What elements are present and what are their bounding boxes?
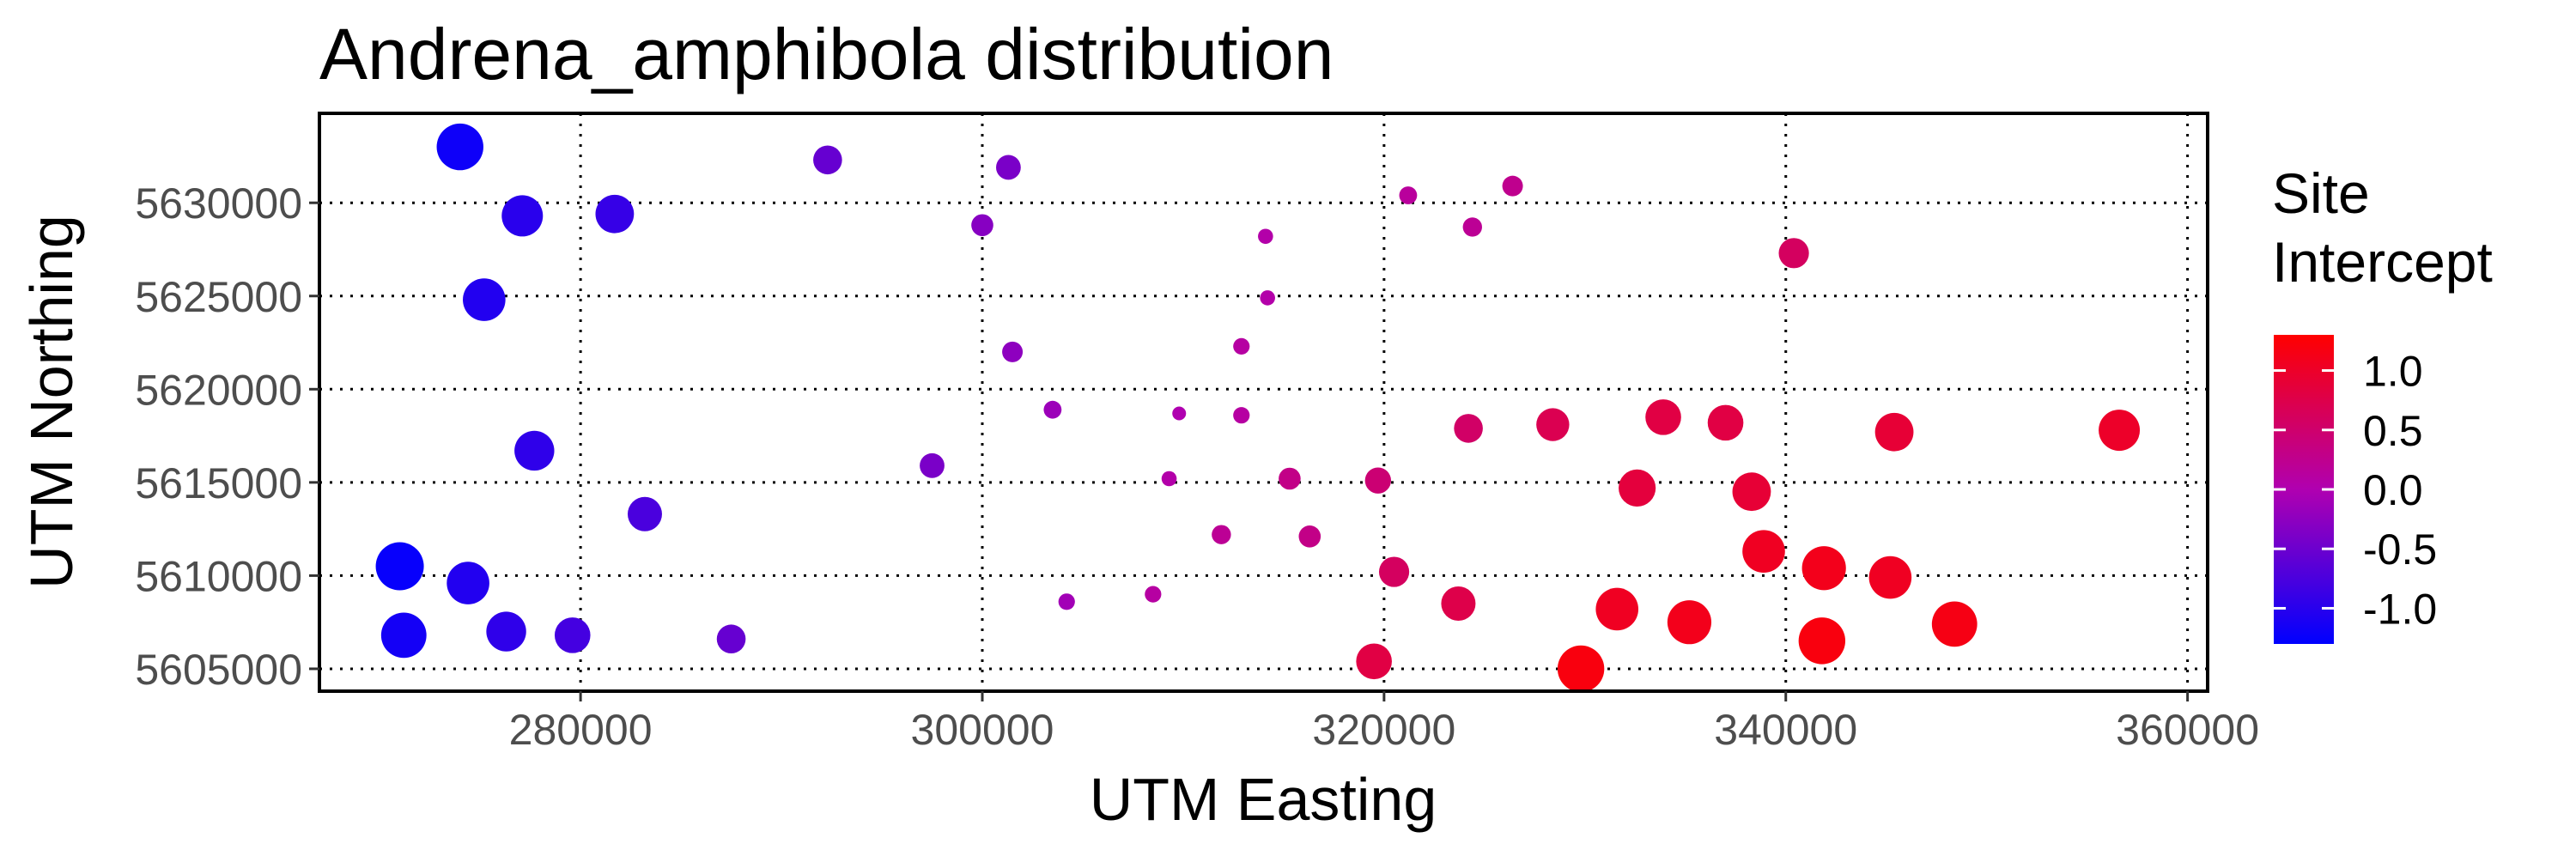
data-point [1874, 412, 1914, 452]
y-tick-label: 5625000 [135, 273, 302, 321]
data-point [1667, 600, 1712, 645]
data-point [1172, 406, 1187, 421]
gridlines [319, 113, 2208, 691]
legend-tick-label: 0.5 [2363, 407, 2423, 455]
data-point [813, 145, 842, 175]
y-tick-label: 5610000 [135, 552, 302, 600]
data-point [1399, 186, 1418, 204]
data-point [1502, 175, 1523, 197]
data-point [595, 194, 635, 234]
data-point [1145, 586, 1162, 603]
y-axis-title: UTM Northing [18, 215, 85, 589]
data-point [1931, 601, 1978, 647]
data-point [1462, 217, 1482, 237]
y-tick-label: 5615000 [135, 459, 302, 507]
data-point [996, 155, 1021, 180]
legend-tick-label: 1.0 [2363, 348, 2423, 396]
data-point [1441, 586, 1476, 621]
data-point [447, 562, 489, 604]
data-point [2099, 410, 2141, 452]
data-point [1043, 400, 1062, 419]
data-point [1161, 471, 1177, 487]
data-point [1595, 587, 1639, 631]
data-point [1732, 472, 1771, 512]
legend-title-line-1: Site [2272, 161, 2370, 225]
data-point [1798, 617, 1846, 665]
y-tick-label: 5605000 [135, 646, 302, 694]
data-point [1778, 238, 1809, 269]
data-point [380, 612, 427, 659]
data-point [920, 452, 945, 478]
data-point [1364, 467, 1392, 494]
data-point [1536, 408, 1570, 441]
data-point [554, 617, 591, 653]
legend-title-line-2: Intercept [2272, 230, 2493, 294]
data-point [1002, 341, 1024, 362]
plot-border [318, 112, 2209, 693]
data-point [1260, 290, 1275, 306]
data-point [971, 214, 993, 237]
data-point [716, 624, 746, 654]
y-tick-label: 5630000 [135, 179, 302, 228]
data-point [1356, 643, 1392, 680]
x-tick-label: 360000 [2116, 706, 2259, 754]
data-point [1058, 593, 1075, 610]
data-point [1801, 546, 1846, 591]
data-point [1742, 530, 1785, 573]
y-axis-ticks: 5605000 5610000 5615000 5620000 5625000 56300… [135, 179, 319, 694]
data-point [627, 496, 662, 531]
data-point [375, 542, 424, 591]
data-point [1454, 414, 1483, 443]
x-tick-label: 340000 [1714, 706, 1857, 754]
data-point [1279, 467, 1301, 490]
legend: Site Intercept 1.0 0.5 0.0 -0.5 -1.0 [2272, 161, 2493, 644]
y-tick-label: 5620000 [135, 366, 302, 414]
x-tick-label: 320000 [1312, 706, 1455, 754]
legend-ticks: 1.0 0.5 0.0 -0.5 -1.0 [2274, 348, 2437, 633]
data-point [1298, 525, 1321, 548]
data-point [501, 195, 544, 237]
data-point [1258, 228, 1273, 245]
x-tick-label: 300000 [911, 706, 1054, 754]
data-point [514, 430, 555, 471]
legend-tick-label: -1.0 [2363, 585, 2437, 633]
data-point [463, 278, 506, 321]
data-point [436, 123, 483, 171]
data-point [1212, 525, 1231, 544]
legend-tick-label: 0.0 [2363, 466, 2423, 514]
data-point [1645, 399, 1681, 435]
data-point [1868, 556, 1912, 599]
x-axis-ticks: 280000 300000 320000 340000 360000 [509, 691, 2259, 754]
data-points [375, 123, 2141, 691]
data-point [1233, 337, 1250, 355]
data-point [1707, 404, 1744, 441]
data-point [1233, 407, 1250, 424]
data-point [1557, 645, 1605, 691]
data-point [1378, 556, 1410, 587]
data-point [1619, 469, 1656, 507]
chart-title: Andrena_amphibola distribution [319, 14, 1334, 94]
x-tick-label: 280000 [509, 706, 653, 754]
legend-tick-label: -0.5 [2363, 525, 2437, 574]
x-axis-title: UTM Easting [1090, 766, 1437, 833]
data-point [486, 611, 526, 652]
